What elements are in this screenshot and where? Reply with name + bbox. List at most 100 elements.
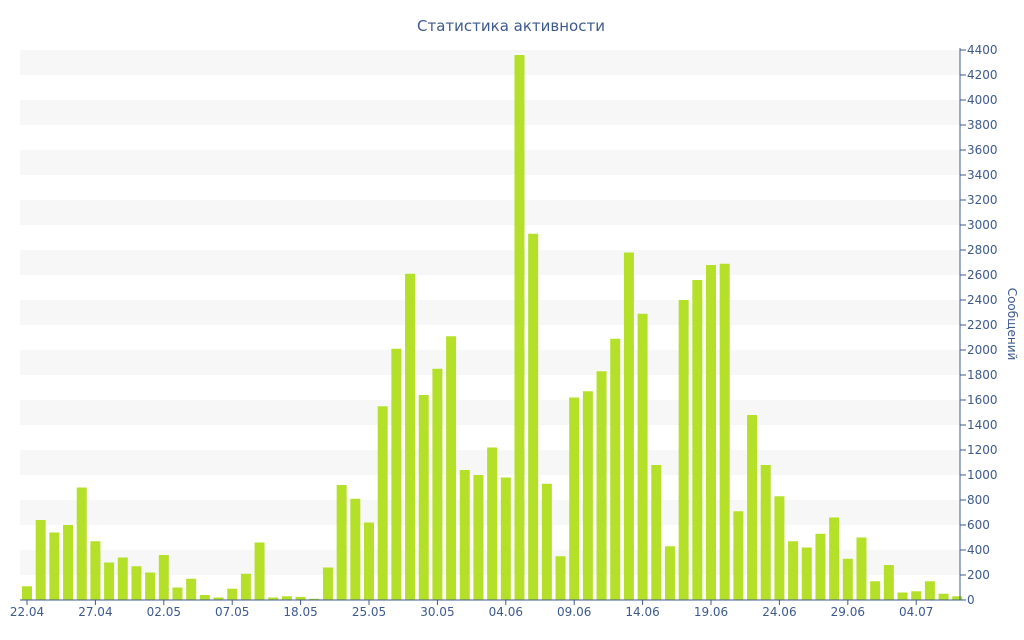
bar [760, 465, 771, 600]
chart-title: Статистика активности [417, 17, 605, 35]
y-tick-label: 200 [967, 568, 990, 582]
bar [459, 470, 470, 600]
bar [582, 391, 593, 600]
bar [295, 596, 306, 601]
bar [254, 542, 265, 600]
x-tick-label: 24.06 [762, 605, 796, 619]
bar [664, 546, 675, 600]
y-tick-label: 0 [967, 593, 975, 607]
bar [172, 587, 183, 600]
bar [405, 273, 416, 600]
bar [938, 593, 949, 600]
bar [596, 371, 607, 600]
x-tick-label: 07.05 [215, 605, 249, 619]
grid-band [20, 300, 960, 325]
bar [391, 348, 402, 600]
bar [815, 533, 826, 600]
x-tick-label: 29.06 [831, 605, 865, 619]
bar [418, 395, 429, 600]
bar [309, 598, 320, 600]
bar [268, 597, 279, 600]
bar [719, 263, 730, 600]
x-tick-label: 14.06 [625, 605, 659, 619]
x-tick-label: 19.06 [694, 605, 728, 619]
bar [90, 541, 101, 600]
x-ticks: 22.04 27.04 02.05 07.05 18.05 25.05 30.05 04.06… [10, 600, 933, 619]
y-tick-label: 2000 [967, 343, 998, 357]
y-tick-label: 3800 [967, 118, 998, 132]
bar [747, 415, 758, 600]
bar [49, 532, 60, 600]
y-tick-label: 3000 [967, 218, 998, 232]
x-tick-label: 04.07 [899, 605, 933, 619]
grid-band [20, 350, 960, 375]
bar [117, 557, 128, 600]
y-tick-label: 2600 [967, 268, 998, 282]
grid-band [20, 200, 960, 225]
bar [199, 595, 210, 600]
bar [897, 592, 908, 600]
x-tick-label: 04.06 [489, 605, 523, 619]
bar [856, 537, 867, 600]
grid-band [20, 250, 960, 275]
grid-band [20, 150, 960, 175]
grid-band [20, 50, 960, 75]
x-tick-label: 09.06 [557, 605, 591, 619]
bar [158, 555, 169, 600]
bar [829, 517, 840, 600]
x-tick-label: 30.05 [420, 605, 454, 619]
bars [22, 55, 963, 601]
y-tick-label: 2400 [967, 293, 998, 307]
bar [432, 368, 443, 600]
bar [186, 578, 197, 600]
bar [227, 588, 238, 600]
y-tick-label: 1600 [967, 393, 998, 407]
y-ticks: 0 200 400 600 800 1000 1200 1400 1600 1800 2000 220… [960, 43, 998, 607]
y-tick-label: 2200 [967, 318, 998, 332]
y-tick-label: 2800 [967, 243, 998, 257]
bar [240, 573, 251, 600]
bar [870, 581, 881, 600]
bar [104, 562, 115, 600]
bar [692, 280, 703, 600]
bar [623, 252, 634, 600]
x-tick-label: 27.04 [78, 605, 112, 619]
bar [678, 300, 689, 600]
x-tick-label: 18.05 [283, 605, 317, 619]
y-tick-label: 1200 [967, 443, 998, 457]
bar [473, 475, 484, 600]
y-tick-label: 3600 [967, 143, 998, 157]
bar [145, 572, 156, 600]
y-tick-label: 4000 [967, 93, 998, 107]
bar [22, 586, 32, 600]
x-tick-label: 25.05 [352, 605, 386, 619]
bar [528, 233, 539, 600]
bar [924, 581, 935, 600]
bar [788, 541, 799, 600]
y-tick-label: 4200 [967, 68, 998, 82]
grid-band [20, 400, 960, 425]
bar [377, 406, 388, 600]
bar [569, 397, 580, 600]
grid-band [20, 100, 960, 125]
bar [733, 511, 744, 600]
bar [637, 313, 648, 600]
y-tick-label: 600 [967, 518, 990, 532]
y-tick-label: 1000 [967, 468, 998, 482]
x-tick-label: 22.04 [10, 605, 44, 619]
bar [541, 483, 552, 600]
grid-bands [20, 50, 960, 575]
y-tick-label: 800 [967, 493, 990, 507]
bar [500, 477, 511, 600]
bar [911, 591, 922, 600]
bar [350, 498, 361, 600]
bar [487, 447, 498, 600]
bar [63, 525, 74, 600]
y-tick-label: 3200 [967, 193, 998, 207]
bar [213, 597, 224, 600]
bar [952, 596, 963, 600]
bar [555, 556, 566, 600]
y-tick-label: 3400 [967, 168, 998, 182]
bar [610, 338, 621, 600]
